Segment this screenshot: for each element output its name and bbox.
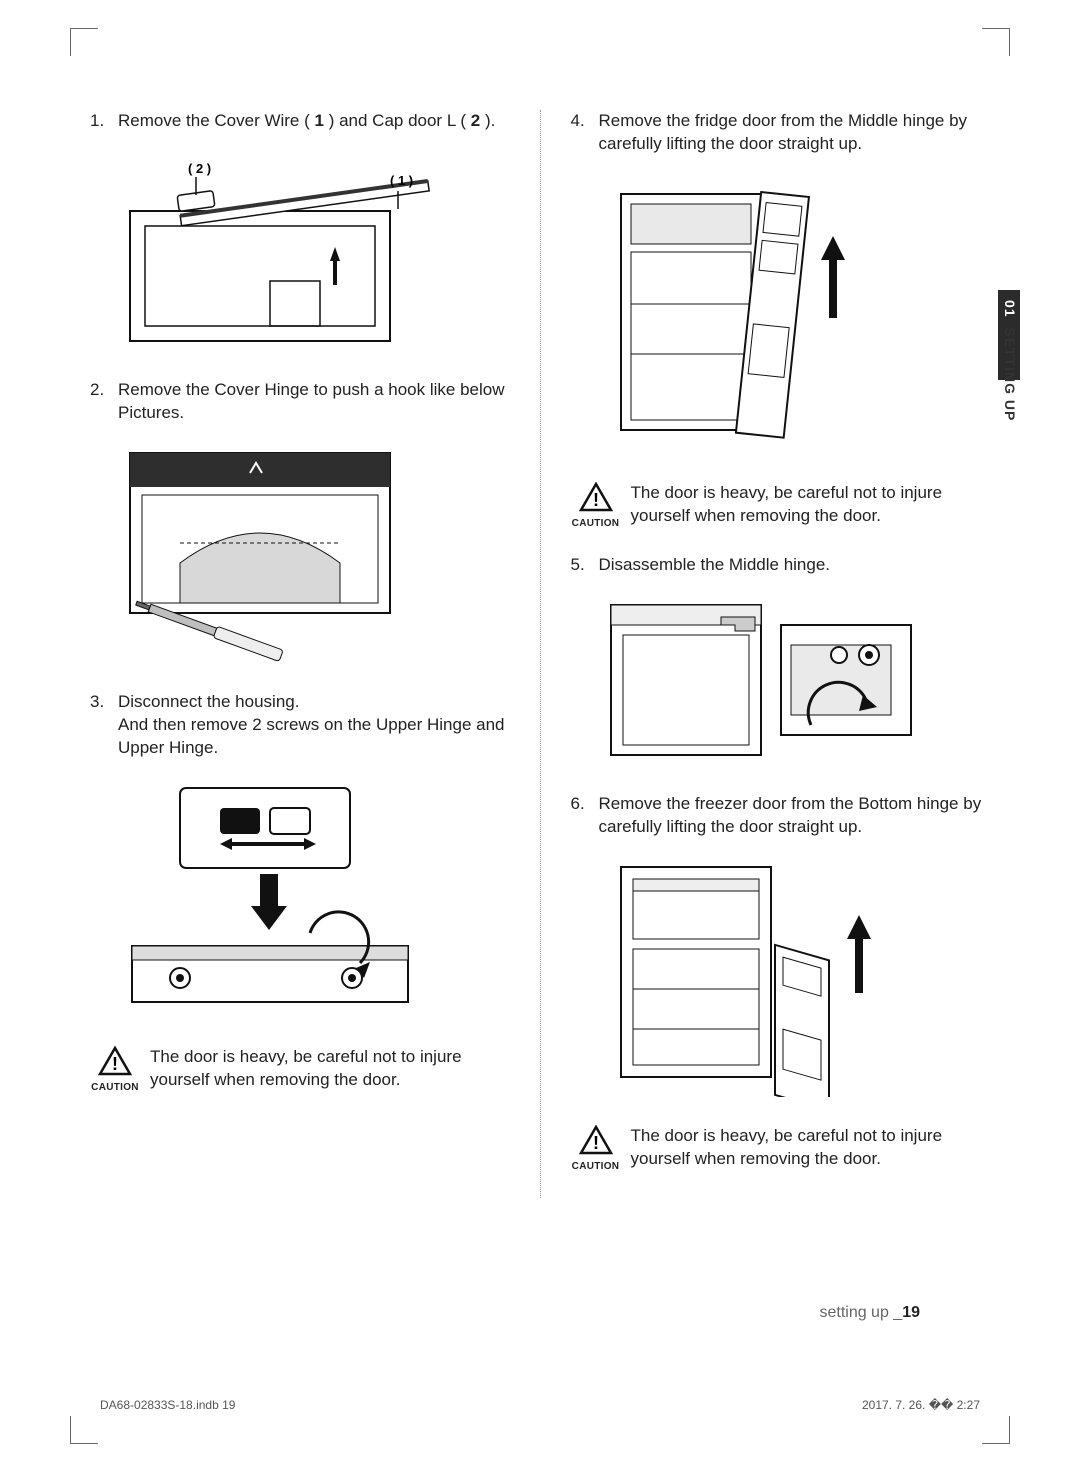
step-number: 1. [90, 110, 118, 133]
step-number: 2. [90, 379, 118, 425]
step-3: 3. Disconnect the housing.And then remov… [90, 691, 510, 760]
caution-block: ! CAUTION The door is heavy, be careful … [90, 1046, 510, 1094]
crop-mark [70, 28, 98, 56]
step-text: Remove the Cover Hinge to push a hook li… [118, 379, 510, 425]
step-text: Remove the fridge door from the Middle h… [599, 110, 991, 156]
svg-text:!: ! [112, 1054, 118, 1074]
step-text: Disconnect the housing.And then remove 2… [118, 691, 510, 760]
fig-label-1: ( 1 ) [390, 173, 413, 188]
caution-label: CAUTION [571, 1160, 621, 1174]
step-text: Remove the freezer door from the Bottom … [599, 793, 991, 839]
print-right: 2017. 7. 26. �� 2:27 [862, 1398, 980, 1412]
step-number: 4. [571, 110, 599, 156]
step-text: Remove the Cover Wire ( 1 ) and Cap door… [118, 110, 510, 133]
caution-text: The door is heavy, be careful not to inj… [631, 482, 991, 528]
left-column: 1. Remove the Cover Wire ( 1 ) and Cap d… [90, 110, 510, 1198]
figure-freezer-door [601, 857, 991, 1097]
step-6: 6. Remove the freezer door from the Bott… [571, 793, 991, 839]
step-number: 6. [571, 793, 599, 839]
caution-icon: ! CAUTION [571, 482, 621, 530]
caution-label: CAUTION [90, 1081, 140, 1095]
step-5: 5. Disassemble the Middle hinge. [571, 554, 991, 577]
print-left: DA68-02833S-18.indb 19 [100, 1398, 235, 1412]
figure-upper-hinge [120, 778, 510, 1018]
section-tab-title: SETTING UP [1002, 327, 1018, 421]
figure-cover-hinge [120, 443, 510, 663]
crop-mark [70, 1416, 98, 1444]
content-columns: 1. Remove the Cover Wire ( 1 ) and Cap d… [90, 110, 990, 1198]
crop-mark [982, 1416, 1010, 1444]
step-number: 3. [90, 691, 118, 760]
section-tab-num: 01 [1002, 300, 1018, 318]
figure-fridge-door [601, 174, 991, 454]
caution-block: ! CAUTION The door is heavy, be careful … [571, 482, 991, 530]
figure-middle-hinge [601, 595, 991, 765]
footer-page: 19 [902, 1304, 920, 1321]
step-number: 5. [571, 554, 599, 577]
column-divider [540, 110, 541, 1198]
step-4: 4. Remove the fridge door from the Middl… [571, 110, 991, 156]
page-footer: setting up _19 [819, 1304, 920, 1322]
page: 01 SETTING UP 1. Remove the Cover Wire (… [0, 0, 1080, 1472]
step-2: 2. Remove the Cover Hinge to push a hook… [90, 379, 510, 425]
caution-icon: ! CAUTION [571, 1125, 621, 1173]
right-column: 4. Remove the fridge door from the Middl… [571, 110, 991, 1198]
caution-label: CAUTION [571, 517, 621, 531]
caution-icon: ! CAUTION [90, 1046, 140, 1094]
svg-text:!: ! [593, 1133, 599, 1153]
figure-cover-wire: ( 1 ) ( 2 ) [120, 151, 510, 351]
print-footer: DA68-02833S-18.indb 19 2017. 7. 26. �� 2… [100, 1398, 980, 1412]
caution-text: The door is heavy, be careful not to inj… [631, 1125, 991, 1171]
step-text: Disassemble the Middle hinge. [599, 554, 991, 577]
step-1: 1. Remove the Cover Wire ( 1 ) and Cap d… [90, 110, 510, 133]
section-tab: 01 SETTING UP [980, 290, 1020, 600]
caution-text: The door is heavy, be careful not to inj… [150, 1046, 510, 1092]
crop-mark [982, 28, 1010, 56]
footer-section: setting up _ [819, 1304, 902, 1321]
fig-label-2: ( 2 ) [188, 161, 211, 176]
caution-block: ! CAUTION The door is heavy, be careful … [571, 1125, 991, 1173]
svg-text:!: ! [593, 490, 599, 510]
